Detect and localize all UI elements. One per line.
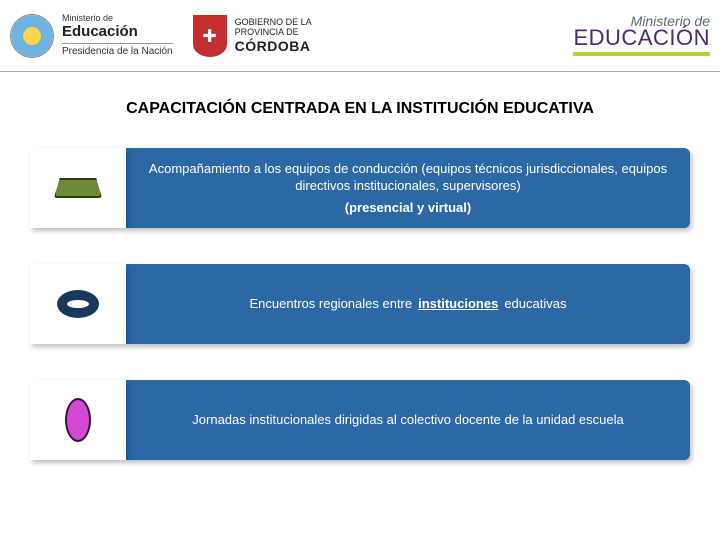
info-row: Jornadas institucionales dirigidas al co…: [30, 380, 690, 460]
logo2-text: GOBIERNO DE LA PROVINCIA DE CÓRDOBA: [235, 17, 312, 54]
row-text: Acompañamiento a los equipos de conducci…: [144, 160, 672, 195]
oval-icon: [65, 398, 91, 442]
logo2-big: CÓRDOBA: [235, 38, 312, 54]
row-icon-cell: [30, 380, 126, 460]
logo1-mid: Educación: [62, 24, 173, 41]
row-content: Jornadas institucionales dirigidas al co…: [126, 380, 690, 460]
row-icon-cell: [30, 264, 126, 344]
seal-argentina-icon: [10, 14, 54, 58]
row-mode: (presencial y virtual): [144, 199, 672, 217]
logo-ministerio-educacion: Ministerio de EDUCACIÓN: [573, 15, 710, 56]
header-bar: Ministerio de Educación Presidencia de l…: [0, 0, 720, 72]
row-content: Encuentros regionales entre institucione…: [126, 264, 690, 344]
info-row: Acompañamiento a los equipos de conducci…: [30, 148, 690, 228]
logo1-text: Ministerio de Educación Presidencia de l…: [62, 14, 173, 56]
logo-cordoba: GOBIERNO DE LA PROVINCIA DE CÓRDOBA: [193, 15, 312, 57]
info-row: Encuentros regionales entre institucione…: [30, 264, 690, 344]
trapezoid-icon: [54, 178, 102, 198]
row-text: Jornadas institucionales dirigidas al co…: [144, 411, 672, 429]
logo1-bot: Presidencia de la Nación: [62, 43, 173, 57]
row-pre: Encuentros regionales entre: [250, 295, 413, 313]
logo2-mid: PROVINCIA DE: [235, 27, 312, 37]
row-icon-cell: [30, 148, 126, 228]
row-content: Acompañamiento a los equipos de conducci…: [126, 148, 690, 228]
seal-cordoba-icon: [193, 15, 227, 57]
logo3-underline-icon: [573, 52, 710, 56]
row-post: educativas: [504, 295, 566, 313]
logo-ministerio-nacion: Ministerio de Educación Presidencia de l…: [10, 14, 173, 58]
logo2-top: GOBIERNO DE LA: [235, 17, 312, 27]
rows-container: Acompañamiento a los equipos de conducci…: [0, 148, 720, 490]
page-title: CAPACITACIÓN CENTRADA EN LA INSTITUCIÓN …: [0, 100, 720, 118]
donut-icon: [57, 290, 99, 318]
row-highlight: instituciones: [418, 295, 498, 313]
logo3-line2: EDUCACIÓN: [573, 28, 710, 49]
